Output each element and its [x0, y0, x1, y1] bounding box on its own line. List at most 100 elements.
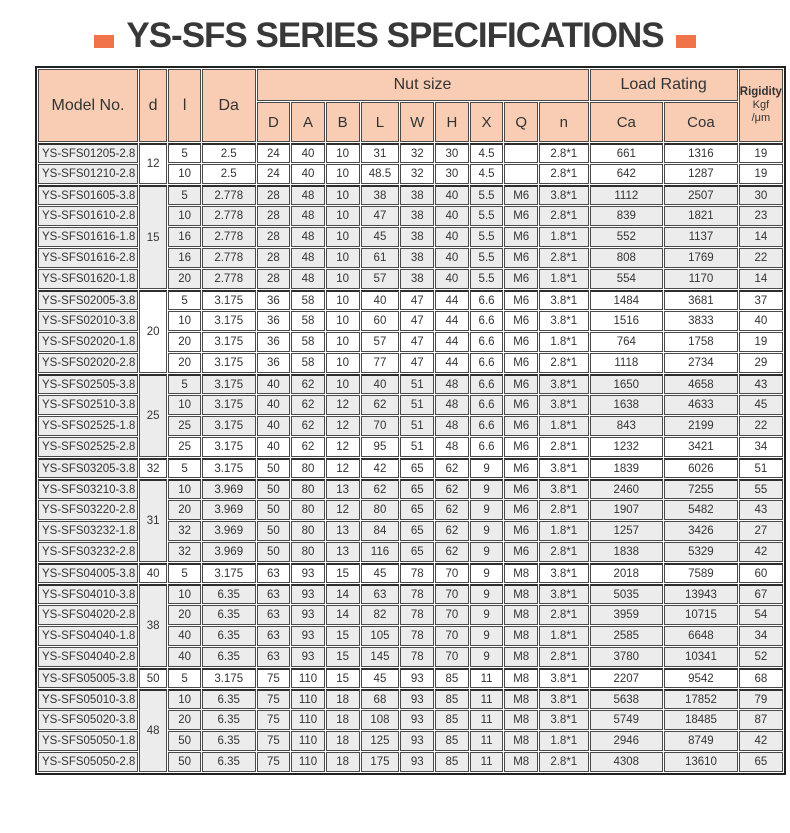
- cell-n: 1.8*1: [539, 731, 589, 751]
- cell-l: 10: [168, 206, 201, 226]
- cell-model: YS-SFS01610-2.8: [38, 206, 138, 226]
- cell-W: 38: [400, 248, 435, 268]
- cell-ca: 1118: [589, 353, 664, 373]
- cell-H: 40: [435, 269, 469, 289]
- cell-D: 24: [256, 143, 291, 163]
- cell-X: 5.5: [469, 227, 504, 247]
- cell-l: 25: [168, 416, 201, 436]
- cell-ca: 554: [589, 269, 664, 289]
- cell-D: 50: [256, 479, 291, 499]
- table-row: YS-SFS05050-2.8 50 6.35 75 110 18 175 93 85 11 M8 2…: [38, 752, 783, 772]
- cell-H: 44: [435, 353, 469, 373]
- cell-Q: M6: [504, 227, 539, 247]
- col-header-n: n: [539, 102, 589, 142]
- cell-L: 116: [360, 542, 400, 562]
- cell-L: 31: [360, 143, 400, 163]
- table-row: YS-SFS05010-3.8 48 10 6.35 75 110 18 68 93 85 11 M8…: [38, 689, 783, 772]
- table-row: YS-SFS02020-1.8 20 3.175 36 58 10 57 47 44 6.6 M6 1…: [38, 332, 783, 352]
- table-row: YS-SFS02510-3.8 10 3.175 40 62 12 62 51 48 6.6 M6 3…: [38, 395, 783, 415]
- cell-ca: 1516: [589, 311, 664, 331]
- cell-Q: M6: [504, 458, 539, 478]
- cell-D: 28: [256, 185, 291, 205]
- cell-X: 11: [469, 710, 504, 730]
- spec-table-container: Model No. d l Da Nut size Load Rating Ri…: [35, 66, 786, 775]
- cell-l: 50: [168, 731, 201, 751]
- cell-X: 6.6: [469, 395, 504, 415]
- cell-W: 93: [400, 668, 435, 688]
- cell-da: 6.35: [201, 731, 256, 751]
- cell-l: 5: [168, 290, 201, 310]
- col-header-D: D: [256, 102, 291, 142]
- cell-Q: M6: [504, 521, 539, 541]
- table-row: YS-SFS02010-3.8 10 3.175 36 58 10 60 47 44 6.6 M6 3…: [38, 311, 783, 331]
- cell-B: 10: [325, 143, 360, 163]
- table-row: YS-SFS03232-2.8 32 3.969 50 80 13 116 65 62 9 M6 2.…: [38, 542, 783, 562]
- cell-l: 16: [168, 227, 201, 247]
- cell-W: 51: [400, 395, 435, 415]
- cell-rigidity: 42: [738, 542, 783, 562]
- cell-D: 63: [256, 647, 291, 667]
- cell-d: 38: [138, 584, 168, 667]
- cell-coa: 6026: [664, 458, 738, 478]
- cell-Q: M8: [504, 605, 539, 625]
- cell-ca: 1112: [589, 185, 664, 205]
- cell-A: 93: [291, 605, 325, 625]
- table-row: YS-SFS03205-3.8 32 5 3.175 50 80 12 42 65 62 9 M6 3.…: [38, 458, 783, 478]
- cell-l: 10: [168, 311, 201, 331]
- cell-l: 5: [168, 668, 201, 688]
- cell-H: 70: [435, 584, 469, 604]
- cell-Q: M6: [504, 542, 539, 562]
- cell-A: 40: [291, 164, 325, 184]
- cell-L: 95: [360, 437, 400, 457]
- cell-Q: M6: [504, 311, 539, 331]
- cell-n: 3.8*1: [539, 374, 589, 394]
- cell-W: 51: [400, 437, 435, 457]
- table-row: YS-SFS03220-2.8 20 3.969 50 80 12 80 65 62 9 M6 2.8…: [38, 500, 783, 520]
- cell-d: 25: [138, 374, 168, 457]
- cell-B: 12: [325, 395, 360, 415]
- cell-n: 3.8*1: [539, 185, 589, 205]
- cell-rigidity: 30: [738, 185, 783, 205]
- cell-model: YS-SFS04005-3.8: [38, 563, 138, 583]
- table-row: YS-SFS04005-3.8 40 5 3.175 63 93 15 45 78 70 9 M8 3.…: [38, 563, 783, 583]
- cell-rigidity: 19: [738, 143, 783, 163]
- table-row: YS-SFS01205-2.8 12 5 2.5 24 40 10 31 32 30 4.5 2.8*…: [38, 143, 783, 184]
- cell-model: YS-SFS02510-3.8: [38, 395, 138, 415]
- cell-H: 30: [435, 164, 469, 184]
- cell-Q: [504, 143, 539, 163]
- cell-Q: M6: [504, 332, 539, 352]
- cell-W: 78: [400, 605, 435, 625]
- table-row: YS-SFS01616-2.8 16 2.778 28 48 10 61 38 40 5.5 M6 2…: [38, 248, 783, 268]
- cell-A: 93: [291, 626, 325, 646]
- cell-D: 28: [256, 206, 291, 226]
- cell-ca: 2585: [589, 626, 664, 646]
- cell-coa: 1170: [664, 269, 738, 289]
- table-row: YS-SFS05050-1.8 50 6.35 75 110 18 125 93 85 11 M8 1…: [38, 731, 783, 751]
- table-row: YS-SFS04040-1.8 40 6.35 63 93 15 105 78 70 9 M8 1.8…: [38, 626, 783, 646]
- cell-W: 93: [400, 752, 435, 772]
- cell-da: 3.175: [201, 353, 256, 373]
- cell-X: 9: [469, 458, 504, 478]
- cell-B: 13: [325, 542, 360, 562]
- cell-l: 5: [168, 185, 201, 205]
- col-header-W: W: [400, 102, 435, 142]
- cell-n: 2.8*1: [539, 647, 589, 667]
- cell-B: 12: [325, 500, 360, 520]
- cell-X: 11: [469, 752, 504, 772]
- cell-B: 12: [325, 458, 360, 478]
- cell-X: 9: [469, 647, 504, 667]
- cell-n: 2.8*1: [539, 605, 589, 625]
- cell-H: 70: [435, 605, 469, 625]
- cell-coa: 8749: [664, 731, 738, 751]
- cell-D: 50: [256, 542, 291, 562]
- cell-A: 48: [291, 227, 325, 247]
- cell-B: 10: [325, 227, 360, 247]
- cell-B: 13: [325, 521, 360, 541]
- cell-Q: M6: [504, 479, 539, 499]
- cell-A: 110: [291, 752, 325, 772]
- cell-L: 84: [360, 521, 400, 541]
- cell-model: YS-SFS03232-2.8: [38, 542, 138, 562]
- cell-H: 40: [435, 206, 469, 226]
- cell-coa: 7255: [664, 479, 738, 499]
- cell-n: 3.8*1: [539, 710, 589, 730]
